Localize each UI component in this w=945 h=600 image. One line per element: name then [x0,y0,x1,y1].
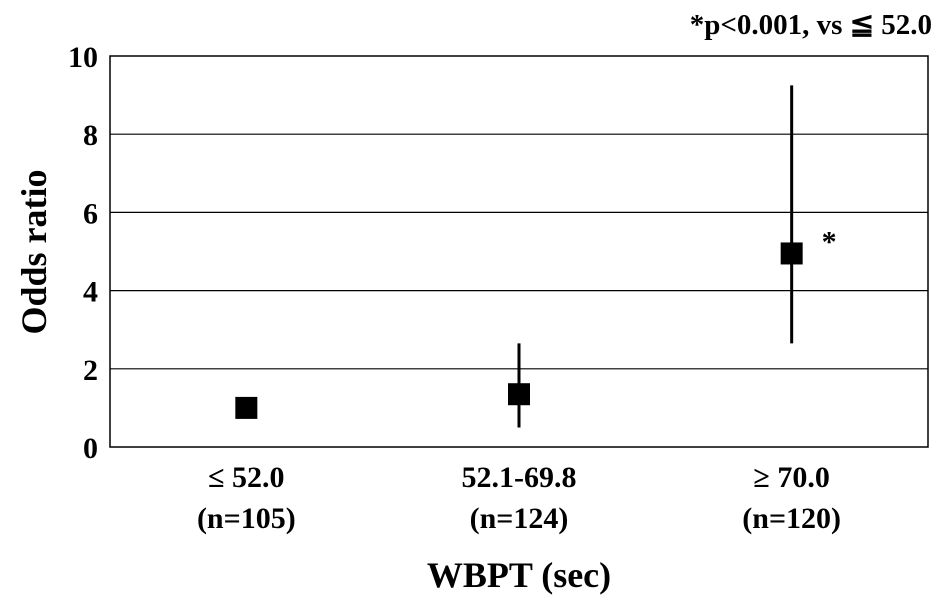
significance-annotation: *p<0.001, vs ≦ 52.0 [690,9,932,41]
significance-marker: * [822,225,837,258]
y-tick-label: 10 [68,41,98,74]
odds-ratio-marker [235,396,258,419]
y-axis-ticks: 0 2 4 6 8 10 [68,41,98,465]
plot-area-frame [109,55,929,448]
y-axis-label: Odds ratio [14,169,54,334]
grid-lines [110,133,928,370]
data-points: * [235,85,837,428]
x-category-label: ≥ 70.0 [753,461,829,494]
x-category-count: (n=105) [197,502,296,535]
x-category-label: ≤ 52.0 [208,461,284,494]
y-tick-label: 6 [83,197,98,230]
y-tick-label: 0 [83,432,98,465]
x-axis-label: WBPT (sec) [427,555,611,595]
odds-ratio-marker [780,242,803,265]
x-axis-categories: ≤ 52.0 (n=105) 52.1-69.8 (n=124) ≥ 70.0 (n=12… [197,461,841,535]
x-category-count: (n=124) [470,502,569,535]
y-tick-label: 8 [83,119,98,152]
y-tick-label: 2 [83,354,98,387]
y-tick-label: 4 [83,276,98,309]
x-category-count: (n=120) [742,502,841,535]
odds-ratio-marker [508,383,530,406]
x-category-label: 52.1-69.8 [462,461,577,494]
